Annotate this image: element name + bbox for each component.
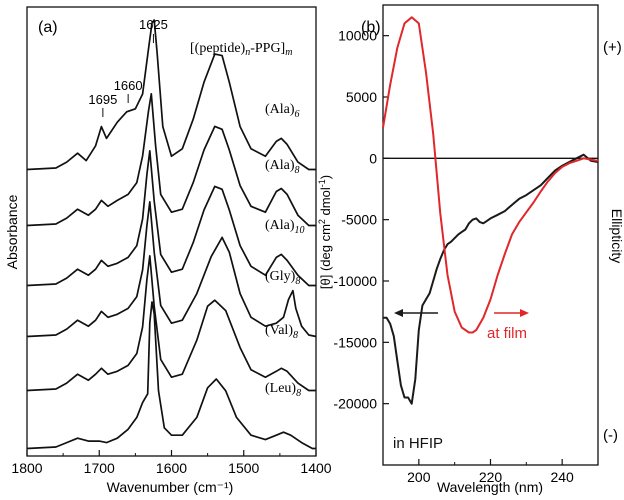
y-tick-label: -15000 xyxy=(333,334,377,350)
y-tick-label: 0 xyxy=(369,150,377,166)
x-tick-label: 240 xyxy=(550,469,574,485)
y-tick-label: -5000 xyxy=(341,212,377,228)
y-tick-label: -20000 xyxy=(333,396,377,412)
panel-b-minus-label: (-) xyxy=(603,427,618,444)
series-label: (Ala)8 xyxy=(265,158,300,176)
panel-b-ticks: 10000 5000 0 -5000 -10000 -15000 -20000 200 220 2… xyxy=(333,28,574,485)
x-tick-label: 1400 xyxy=(300,460,331,476)
panel-a-x-axis-label: Wavenumber (cm⁻¹) xyxy=(107,479,234,495)
ir-trace xyxy=(26,92,316,227)
panel-a-y-axis-label: Absorbance xyxy=(4,194,20,269)
y-tick-label: -10000 xyxy=(333,273,377,289)
ir-trace xyxy=(26,19,316,171)
panel-a-series-labels: (Ala)6 (Ala)8 (Ala)10 (Gly)8 (Val)8 (Leu)8 xyxy=(265,102,305,399)
series-label: (Gly)8 xyxy=(265,269,300,287)
ir-trace xyxy=(26,149,316,287)
panel-b-x-axis-label: Wavelength (nm) xyxy=(437,479,543,495)
panel-b-annotations: in HFIP at film xyxy=(393,309,529,452)
x-tick-label: 200 xyxy=(407,469,431,485)
panel-b-plus-label: (+) xyxy=(603,39,622,56)
hfip-arrow-head xyxy=(394,309,403,317)
series-label: (Ala)6 xyxy=(265,102,300,120)
panel-a-label: (a) xyxy=(38,19,58,36)
x-tick-label: 1500 xyxy=(228,460,259,476)
panel-b-traces xyxy=(382,16,599,405)
series-label: (Leu)8 xyxy=(265,381,301,399)
panel-a: (a) 1800 1700 1600 1500 1400 (Ala)6(Ala)8(Al… xyxy=(4,6,332,495)
cd-trace xyxy=(382,16,599,334)
x-tick-label: 1800 xyxy=(11,460,42,476)
peak-marker-label: 1625 xyxy=(139,17,168,32)
peak-marker-label: 1695 xyxy=(88,92,117,107)
ir-trace xyxy=(26,200,317,338)
ir-trace xyxy=(26,254,316,392)
panel-a-x-ticks: 1800 1700 1600 1500 1400 xyxy=(11,450,332,476)
panel-b-ellipticity-label: Ellipticity xyxy=(609,209,624,263)
annotation-at-film: at film xyxy=(487,325,527,342)
y-tick-label: 10000 xyxy=(338,28,377,44)
y-tick-label: 5000 xyxy=(346,89,377,105)
panel-a-traces xyxy=(26,19,317,450)
x-tick-label: 220 xyxy=(479,469,503,485)
ir-trace xyxy=(26,301,316,450)
series-label: (Val)8 xyxy=(265,323,298,341)
panel-b-frame xyxy=(382,4,599,466)
film-arrow-head xyxy=(520,309,529,317)
panel-b-y-axis-label: [θ] (deg cm2 dmol-1) xyxy=(317,175,333,289)
panel-b: (b) 10000 5000 0 -5000 -10000 -15000 -20000 200… xyxy=(317,4,624,495)
series-label: (Ala)10 xyxy=(265,218,305,236)
x-tick-label: 1600 xyxy=(156,460,187,476)
x-tick-label: 1700 xyxy=(84,460,115,476)
annotation-in-hfip: in HFIP xyxy=(393,435,443,452)
panel-b-label: (b) xyxy=(361,19,381,36)
panel-a-formula: [(peptide)n-PPG]m xyxy=(190,41,292,58)
peak-marker-label: 1660 xyxy=(114,78,143,93)
cd-trace xyxy=(383,153,599,405)
